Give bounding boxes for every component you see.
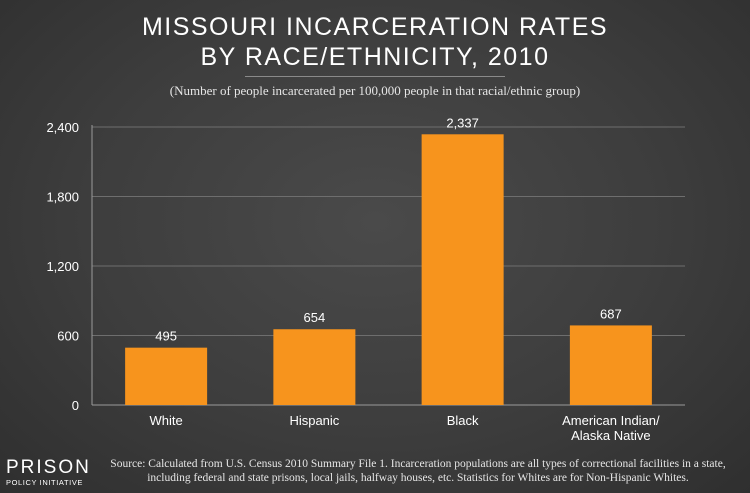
logo-wordmark-top: PRISON	[6, 457, 91, 478]
source-note: Source: Calculated from U.S. Census 2010…	[110, 458, 726, 484]
bar-value-label: 2,337	[446, 115, 479, 130]
y-tick-label: 2,400	[46, 120, 79, 135]
y-tick-label: 0	[72, 398, 79, 413]
chart-title-line-2: BY RACE/ETHNICITY, 2010	[200, 43, 550, 71]
bar	[273, 329, 356, 405]
logo-wordmark-bottom: POLICY INITIATIVE	[6, 478, 84, 487]
y-tick-label: 1,200	[46, 259, 79, 274]
bar	[421, 134, 504, 406]
x-tick-label: White	[150, 413, 183, 428]
y-tick-label: 1,800	[46, 190, 79, 205]
title-divider	[245, 76, 505, 77]
bar	[569, 325, 652, 405]
bar-value-label: 495	[155, 329, 177, 344]
chart-title-line-1: MISSOURI INCARCERATION RATES	[141, 13, 609, 41]
prison-policy-initiative-logo: PRISON POLICY INITIATIVE	[6, 458, 92, 488]
x-tick-label: Hispanic	[289, 413, 339, 428]
x-tick-label: American Indian/	[562, 413, 660, 428]
y-tick-label: 600	[57, 329, 79, 344]
chart-subtitle: (Number of people incarcerated per 100,0…	[169, 83, 581, 98]
bar	[125, 347, 208, 405]
x-tick-label: Alaska Native	[571, 428, 650, 443]
bar-value-label: 654	[304, 310, 326, 325]
bar-value-label: 687	[600, 306, 622, 321]
x-tick-label: Black	[447, 413, 479, 428]
